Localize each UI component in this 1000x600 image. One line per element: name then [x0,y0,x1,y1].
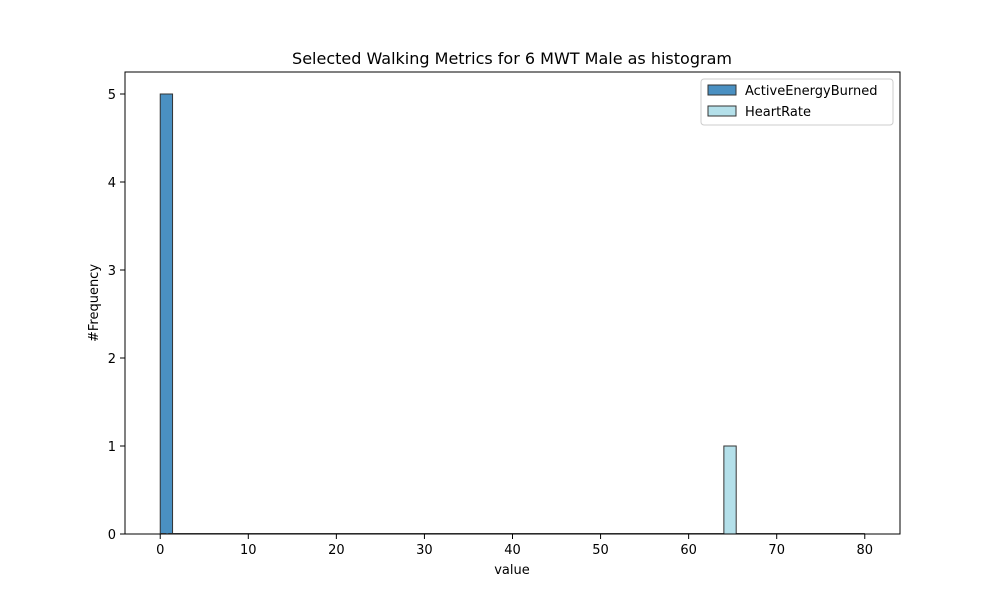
y-tick-label: 2 [108,352,116,367]
histogram-bar [723,445,737,535]
x-tick-label: 10 [240,543,257,558]
legend-swatch [707,105,737,117]
x-tick-label: 50 [592,543,609,558]
legend-label: HeartRate [745,105,811,120]
y-tick-label: 0 [108,528,116,543]
chart-title: Selected Walking Metrics for 6 MWT Male … [292,49,732,68]
x-tick-label: 80 [856,543,873,558]
plot-frame [124,71,901,535]
legend-label: ActiveEnergyBurned [745,84,878,99]
legend: ActiveEnergyBurned HeartRate [700,78,894,126]
y-axis: 0 1 2 3 4 5 [108,88,125,543]
y-axis-label: #Frequency [87,264,102,342]
histogram-bar [159,93,174,535]
x-tick-label: 0 [156,543,164,558]
plot-area [159,93,865,535]
x-axis-label: value [494,563,530,578]
x-tick-label: 20 [328,543,345,558]
y-tick-label: 1 [108,440,116,455]
x-tick-label: 60 [680,543,697,558]
y-tick-label: 3 [108,264,116,279]
x-tick-label: 70 [768,543,785,558]
x-tick-label: 30 [416,543,433,558]
x-axis: 0 10 20 30 40 50 60 70 80 [156,534,873,558]
legend-box [700,78,894,126]
x-tick-label: 40 [504,543,521,558]
y-tick-label: 5 [108,88,116,103]
legend-swatch [707,84,737,96]
y-tick-label: 4 [108,176,116,191]
